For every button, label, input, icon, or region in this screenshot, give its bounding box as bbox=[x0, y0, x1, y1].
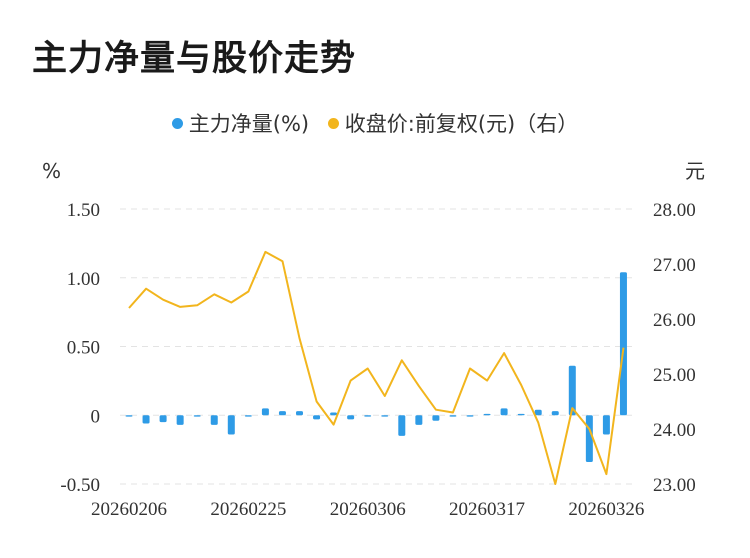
left-tick-label: 1.50 bbox=[67, 200, 100, 221]
right-tick-label: 25.00 bbox=[653, 365, 696, 386]
right-tick-label: 26.00 bbox=[653, 310, 696, 331]
left-tick-label: 1.00 bbox=[67, 269, 100, 290]
chart-title: 主力净量与股价走势 bbox=[32, 39, 357, 79]
bar-net-flow[interactable] bbox=[159, 415, 167, 423]
left-axis-unit: % bbox=[42, 159, 61, 183]
right-tick-label: 23.00 bbox=[653, 475, 696, 496]
bar-net-flow[interactable] bbox=[432, 415, 440, 421]
bar-net-flow[interactable] bbox=[193, 415, 201, 417]
bar-net-flow[interactable] bbox=[142, 415, 150, 424]
bar-net-flow[interactable] bbox=[278, 411, 286, 416]
line-series-close-price bbox=[128, 250, 625, 485]
bar-net-flow[interactable] bbox=[415, 415, 423, 425]
x-tick-label: 20260306 bbox=[330, 499, 406, 520]
legend-dot-net-flow bbox=[171, 117, 183, 129]
bar-net-flow[interactable] bbox=[125, 415, 133, 417]
left-tick-label: -0.50 bbox=[60, 475, 100, 496]
bar-net-flow[interactable] bbox=[244, 415, 252, 417]
legend-label-close-price: 收盘价:前复权(元)（右） bbox=[344, 112, 579, 136]
bar-net-flow[interactable] bbox=[347, 415, 355, 420]
left-tick-label: 0.50 bbox=[67, 338, 100, 359]
bar-net-flow[interactable] bbox=[330, 412, 338, 416]
bar-net-flow[interactable] bbox=[261, 408, 269, 416]
bar-net-flow[interactable] bbox=[227, 415, 235, 435]
x-tick-label: 20260225 bbox=[210, 499, 286, 520]
bar-net-flow[interactable] bbox=[449, 415, 457, 417]
bar-net-flow[interactable] bbox=[568, 365, 576, 416]
right-tick-label: 28.00 bbox=[653, 200, 696, 221]
bar-net-flow[interactable] bbox=[483, 413, 491, 416]
x-tick-label: 20260326 bbox=[568, 499, 644, 520]
bar-net-flow[interactable] bbox=[398, 415, 406, 436]
bar-net-flow[interactable] bbox=[296, 411, 303, 416]
right-axis-unit: 元 bbox=[685, 159, 705, 183]
x-tick-label: 20260317 bbox=[449, 499, 525, 520]
gridlines bbox=[120, 208, 632, 485]
bar-net-flow[interactable] bbox=[313, 415, 321, 420]
chart-legend: 主力净量(%) 收盘价:前复权(元)（右） bbox=[0, 108, 750, 138]
bar-net-flow[interactable] bbox=[364, 415, 372, 417]
bar-net-flow[interactable] bbox=[551, 411, 559, 416]
bar-net-flow[interactable] bbox=[517, 413, 525, 416]
bar-net-flow[interactable] bbox=[381, 415, 389, 417]
bar-net-flow[interactable] bbox=[585, 415, 593, 462]
bar-net-flow[interactable] bbox=[176, 415, 184, 425]
line-close-price[interactable] bbox=[128, 250, 625, 485]
bar-net-flow[interactable] bbox=[602, 415, 610, 435]
bar-net-flow[interactable] bbox=[500, 408, 508, 416]
legend-item-net-flow[interactable]: 主力净量(%) bbox=[171, 108, 310, 138]
bar-net-flow[interactable] bbox=[534, 409, 542, 416]
legend-dot-close-price bbox=[327, 117, 339, 129]
legend-label-net-flow: 主力净量(%) bbox=[188, 112, 310, 136]
bar-net-flow[interactable] bbox=[210, 415, 218, 425]
bar-series-net-flow bbox=[125, 272, 627, 462]
bar-net-flow[interactable] bbox=[619, 272, 627, 416]
bar-net-flow[interactable] bbox=[466, 415, 474, 417]
right-tick-label: 27.00 bbox=[653, 255, 696, 276]
axes: % 元 -0.50 0 0.50 1.00 1.50 23.00 24.00 25.00 26.… bbox=[42, 159, 705, 520]
legend-item-close-price[interactable]: 收盘价:前复权(元)（右） bbox=[327, 108, 579, 138]
x-tick-label: 20260206 bbox=[91, 499, 167, 520]
left-tick-label: 0 bbox=[91, 406, 101, 427]
right-tick-label: 24.00 bbox=[653, 420, 696, 441]
